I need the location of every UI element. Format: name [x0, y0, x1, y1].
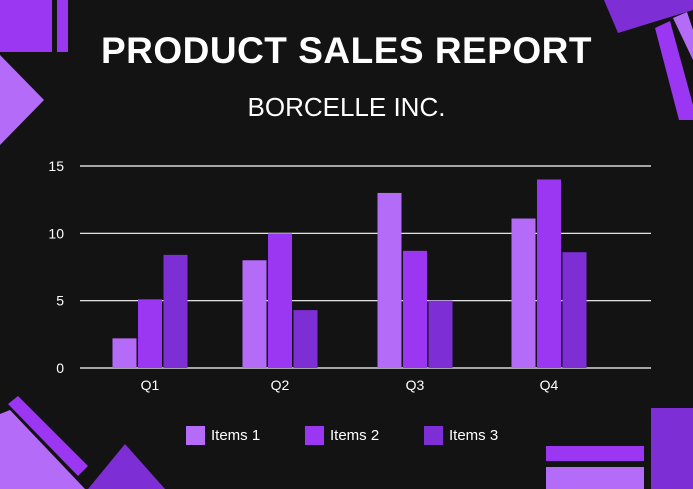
y-tick-label-15: 15: [48, 158, 64, 174]
legend-swatch-2: [305, 425, 324, 445]
legend-swatch-1: [186, 425, 205, 445]
decor-square-top-left: [0, 0, 52, 52]
page-title: PRODUCT SALES REPORT: [100, 30, 593, 71]
bar-q1-series-1: [112, 338, 137, 368]
bar-q3-series-1: [377, 192, 402, 368]
decor-stripe-top-right-2: [673, 12, 693, 60]
y-tick-label-10: 10: [48, 225, 64, 241]
decor-wedge-top-right: [604, 0, 693, 33]
bar-q4-series-3: [562, 252, 587, 368]
decor-bar-bottom-right-1: [546, 446, 644, 461]
legend-item-3: Items 3: [424, 424, 498, 446]
bar-q2-series-3: [293, 310, 318, 368]
x-tick-label-q3: Q3: [406, 377, 425, 393]
bar-q4-series-1: [511, 218, 536, 368]
legend-label-2: Items 2: [330, 426, 380, 444]
decor-bar-bottom-right-2: [546, 467, 644, 489]
bar-q3-series-2: [403, 250, 427, 368]
chart-legend: Items 1 Items 2 Items 3: [0, 424, 693, 448]
bar-q1-series-3: [163, 254, 188, 368]
legend-item-1: Items 1: [186, 424, 260, 446]
decor-diamond-left: [0, 55, 44, 145]
decor-stripe-bottom-left: [8, 396, 88, 476]
bar-q2-series-2: [268, 233, 292, 368]
legend-item-2: Items 2: [305, 424, 379, 446]
bar-q4-series-2: [537, 179, 561, 368]
bar-q3-series-3: [428, 300, 453, 368]
decor-bar-top-left: [57, 0, 68, 52]
bar-q1-series-2: [138, 299, 162, 368]
x-tick-label-q1: Q1: [141, 377, 160, 393]
page-subtitle: BORCELLE INC.: [247, 92, 446, 122]
y-tick-label-5: 5: [56, 293, 64, 309]
decor-triangle-bottom-left: [88, 444, 165, 489]
x-tick-label-q2: Q2: [271, 377, 290, 393]
legend-label-1: Items 1: [211, 426, 261, 444]
bar-q2-series-1: [242, 260, 267, 368]
x-tick-label-q4: Q4: [540, 377, 559, 393]
legend-swatch-3: [424, 425, 443, 445]
decor-block-bottom-right: [651, 408, 693, 489]
legend-label-3: Items 3: [449, 426, 499, 444]
decor-square-bottom-left: [0, 410, 85, 489]
decor-stripe-top-right-1: [655, 21, 693, 120]
y-tick-label-0: 0: [56, 360, 64, 376]
